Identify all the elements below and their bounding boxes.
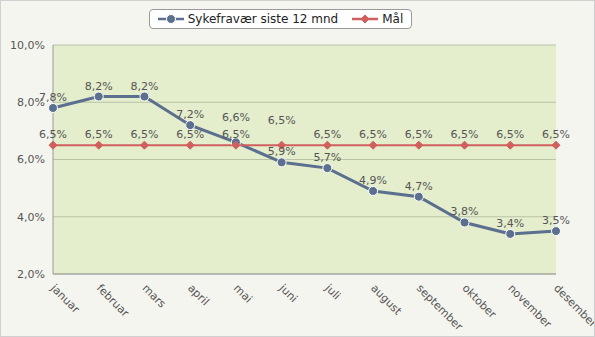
svg-text:6,5%: 6,5%: [176, 128, 204, 141]
svg-text:6,5%: 6,5%: [85, 128, 113, 141]
svg-text:6,5%: 6,5%: [451, 128, 479, 141]
svg-text:august: august: [368, 282, 404, 318]
svg-text:6,5%: 6,5%: [496, 128, 524, 141]
svg-text:6,5%: 6,5%: [222, 128, 250, 141]
svg-text:4,0%: 4,0%: [17, 211, 45, 224]
svg-text:6,0%: 6,0%: [17, 153, 45, 166]
svg-text:7,2%: 7,2%: [176, 108, 204, 121]
svg-text:mars: mars: [140, 282, 169, 311]
svg-text:5,7%: 5,7%: [313, 151, 341, 164]
svg-text:april: april: [185, 282, 211, 308]
svg-text:oktober: oktober: [460, 282, 500, 322]
svg-text:mai: mai: [231, 282, 255, 306]
svg-text:6,5%: 6,5%: [359, 128, 387, 141]
svg-text:6,5%: 6,5%: [405, 128, 433, 141]
svg-text:8,2%: 8,2%: [130, 80, 158, 93]
svg-text:4,7%: 4,7%: [405, 180, 433, 193]
svg-text:2,0%: 2,0%: [17, 268, 45, 281]
svg-text:6,5%: 6,5%: [313, 128, 341, 141]
svg-text:juni: juni: [276, 281, 300, 305]
svg-text:6,5%: 6,5%: [542, 128, 570, 141]
svg-text:juli: juli: [322, 281, 343, 302]
svg-text:februar: februar: [94, 282, 132, 320]
svg-text:7,8%: 7,8%: [39, 91, 67, 104]
svg-text:6,5%: 6,5%: [130, 128, 158, 141]
svg-text:3,8%: 3,8%: [451, 205, 479, 218]
svg-text:6,5%: 6,5%: [39, 128, 67, 141]
svg-text:5,9%: 5,9%: [268, 145, 296, 158]
html-text:Sykefravær siste 12 mnd: Sykefravær siste 12 mnd: [187, 12, 339, 26]
svg-text:6,6%: 6,6%: [222, 111, 250, 124]
svg-text:8,0%: 8,0%: [17, 96, 45, 110]
svg-text:3,5%: 3,5%: [542, 214, 570, 227]
svg-text:september: september: [414, 282, 466, 334]
svg-text:desember: desember: [551, 282, 587, 331]
svg-text:6,5%: 6,5%: [268, 114, 296, 127]
svg-text:10,0%: 10,0%: [10, 39, 45, 52]
svg-text:8,2%: 8,2%: [85, 80, 113, 93]
svg-text:november: november: [505, 282, 554, 331]
svg-text:4,9%: 4,9%: [359, 174, 387, 187]
html-text:Mål: Mål: [382, 12, 404, 26]
svg-text:3,4%: 3,4%: [496, 217, 524, 230]
svg-text:januar: januar: [47, 281, 82, 316]
